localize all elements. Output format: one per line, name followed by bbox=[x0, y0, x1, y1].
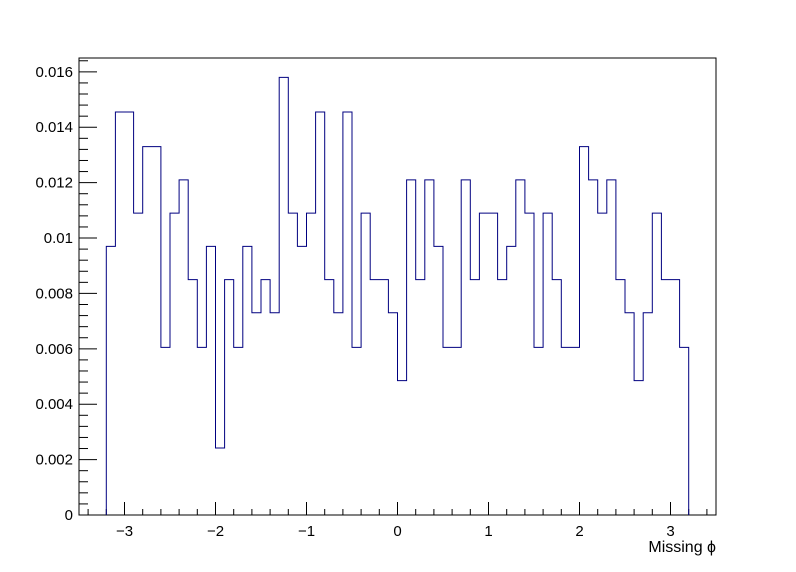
x-tick-label: 0 bbox=[393, 523, 401, 540]
y-tick-label: 0.014 bbox=[35, 119, 73, 136]
x-axis-tick-labels: −3 −2 −1 0 1 2 3 bbox=[116, 523, 675, 540]
y-axis-tick-labels: 0 0.002 0.004 0.006 0.008 0.01 0.012 0.014 0.016 bbox=[35, 64, 73, 524]
y-tick-label: 0.012 bbox=[35, 175, 73, 192]
y-tick-label: 0.004 bbox=[35, 396, 73, 413]
y-tick-label: 0.01 bbox=[44, 230, 73, 247]
y-tick-label: 0.006 bbox=[35, 341, 73, 358]
x-tick-label: −3 bbox=[116, 523, 133, 540]
x-tick-label: 1 bbox=[484, 523, 492, 540]
x-tick-label: −1 bbox=[298, 523, 315, 540]
x-tick-label: −2 bbox=[207, 523, 224, 540]
histogram-series-line bbox=[105, 76, 690, 515]
y-tick-label: 0.002 bbox=[35, 452, 73, 469]
x-tick-label: 2 bbox=[575, 523, 583, 540]
y-tick-label: 0.008 bbox=[35, 285, 73, 302]
x-tick-label: 3 bbox=[666, 523, 674, 540]
x-axis-title: Missing ϕ bbox=[648, 539, 716, 556]
y-tick-label: 0 bbox=[65, 507, 73, 524]
x-axis-ticks bbox=[87, 502, 708, 515]
y-tick-label: 0.016 bbox=[35, 64, 73, 81]
y-axis-ticks bbox=[79, 60, 97, 516]
plot-frame bbox=[78, 57, 717, 516]
